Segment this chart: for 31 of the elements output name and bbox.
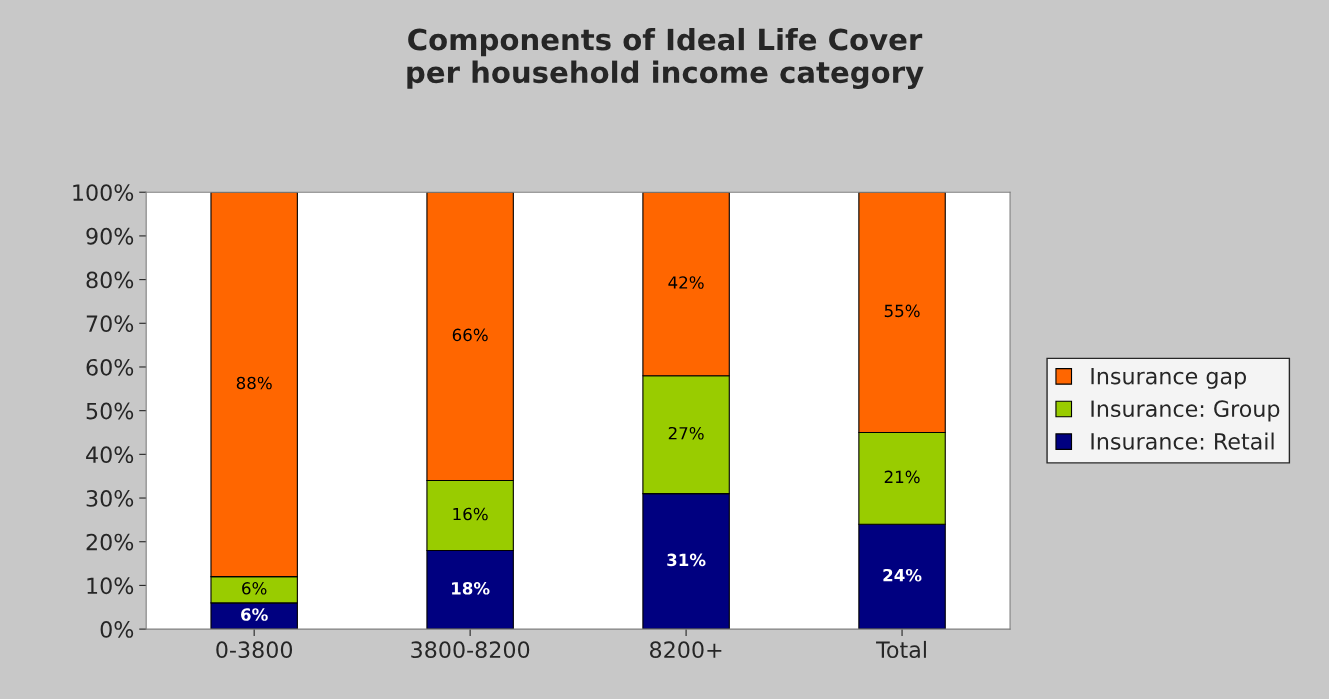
y-tick-label: 20% [86,533,134,551]
data-label: 16% [453,507,488,521]
y-tick-label: 100% [73,184,134,201]
data-label: 18% [452,582,490,595]
legend-label: Insurance: Group [1091,400,1280,422]
legend-label: Insurance: Retail [1091,432,1274,450]
data-label: 21% [884,470,920,484]
y-tick-label: 10% [87,577,134,595]
chart-title: Components of Ideal Life Cover per household income category [407,27,924,90]
data-label: 88% [236,376,272,390]
data-label: 66% [452,328,488,342]
data-label: 27% [668,426,704,440]
data-label: 55% [884,304,920,318]
y-tick-label: 40% [86,446,134,464]
y-tick-label: 0% [100,621,134,638]
y-tick-label: 60% [86,358,134,376]
data-label: 24% [883,568,922,582]
y-tick-label: 30% [86,489,134,507]
data-label: 42% [668,276,704,289]
x-tick-label: 3800-8200 [411,641,530,659]
y-tick-label: 80% [86,271,134,289]
y-tick-label: 90% [86,227,134,245]
x-tick-label: 8200+ [650,641,722,659]
x-tick-label: Total [876,640,926,659]
y-tick-label: 70% [86,315,134,333]
y-tick-label: 50% [86,402,134,420]
legend-label: Insurance gap [1091,367,1246,389]
data-label: 6% [242,582,267,595]
data-label: 31% [667,553,706,567]
data-label: 6% [241,608,268,621]
x-tick-label: 0-3800 [216,641,293,659]
